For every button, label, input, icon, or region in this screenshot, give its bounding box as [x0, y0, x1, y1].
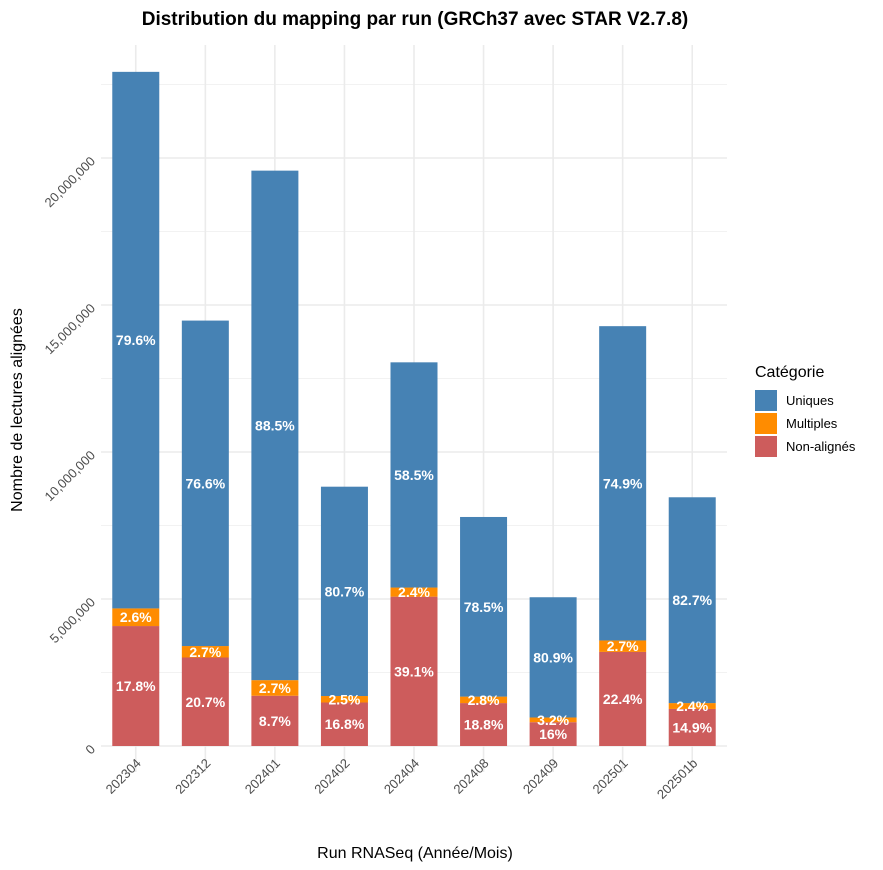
x-tick-label: 202304	[103, 756, 144, 797]
x-axis-title: Run RNASeq (Année/Mois)	[317, 845, 513, 862]
segment-label: 16.8%	[325, 716, 365, 732]
bar-segment-uniques-202501	[599, 326, 647, 641]
bar-segment-multiples-202401	[251, 680, 299, 696]
segment-label: 18.8%	[464, 717, 504, 733]
segment-label: 80.7%	[325, 583, 365, 599]
bar-segment-uniques-202402	[320, 486, 368, 697]
x-tick-label: 202501b	[654, 756, 700, 802]
y-tick-label: 15,000,000	[41, 301, 98, 358]
bar-segment-non-align-s-202501b	[668, 708, 716, 746]
segment-label: 2.8%	[468, 692, 500, 708]
segment-label: 2.7%	[259, 680, 291, 696]
x-tick-label: 202409	[520, 756, 561, 797]
segment-label: 17.8%	[116, 678, 156, 694]
legend-label: Non-alignés	[786, 439, 856, 454]
x-tick-label: 202408	[450, 756, 491, 797]
segment-label: 82.7%	[672, 592, 712, 608]
bar-segment-uniques-202404	[390, 362, 438, 588]
bar-segment-non-align-s-202501	[599, 651, 647, 746]
segment-label: 2.7%	[607, 638, 639, 654]
bar-segment-non-align-s-202401	[251, 695, 299, 746]
bar-segment-multiples-202409	[529, 717, 577, 723]
bar-segment-non-align-s-202408	[460, 703, 508, 746]
x-tick-label: 202404	[381, 756, 422, 797]
legend-label: Multiples	[786, 416, 838, 431]
y-axis-ticks: 0 5,000,000 10,000,000 15,000,000 20,000,000	[41, 154, 98, 758]
bar-segment-uniques-202408	[460, 516, 508, 697]
legend-swatch	[755, 436, 777, 457]
legend-title: Catégorie	[755, 364, 824, 381]
y-axis-title: Nombre de lectures alignées	[9, 308, 26, 512]
segment-label: 74.9%	[603, 475, 643, 491]
bar-segment-non-align-s-202409	[529, 722, 577, 746]
x-tick-label: 202402	[311, 756, 352, 797]
y-tick-label: 20,000,000	[41, 154, 98, 211]
segment-labels: 17.8% 2.6% 79.6% 20.7% 2.7% 76.6% 8.7% 2.7% 88.5…	[116, 332, 713, 742]
segment-label: 2.7%	[189, 644, 221, 660]
bar-segment-non-align-s-202304	[112, 626, 160, 746]
segment-label: 76.6%	[185, 475, 225, 491]
x-tick-label: 202501	[589, 756, 630, 797]
chart-title: Distribution du mapping par run (GRCh37 …	[142, 9, 689, 30]
segment-label: 22.4%	[603, 691, 643, 707]
bars	[112, 71, 716, 746]
bar-segment-uniques-202501b	[668, 497, 716, 704]
segment-label: 80.9%	[533, 649, 573, 665]
segment-label: 3.2%	[537, 712, 569, 728]
x-axis-ticks: 202304 202312 202401 202402 202404 202408 2024…	[103, 756, 701, 802]
segment-label: 78.5%	[464, 599, 504, 615]
bar-segment-non-align-s-202312	[181, 657, 229, 746]
segment-label: 79.6%	[116, 332, 156, 348]
y-tick-label: 5,000,000	[47, 595, 99, 647]
legend-label: Uniques	[786, 393, 834, 408]
legend-swatch	[755, 413, 777, 434]
bar-segment-multiples-202501b	[668, 703, 716, 709]
bar-segment-uniques-202401	[251, 170, 299, 681]
segment-label: 39.1%	[394, 663, 434, 679]
legend-swatch	[755, 390, 777, 411]
bar-segment-multiples-202312	[181, 646, 229, 658]
bar-segment-uniques-202409	[529, 597, 577, 718]
y-tick-label: 0	[82, 742, 98, 758]
segment-label: 2.6%	[120, 609, 152, 625]
segment-label: 20.7%	[185, 694, 225, 710]
bar-segment-non-align-s-202402	[320, 702, 368, 746]
x-tick-label: 202401	[242, 756, 283, 797]
x-tick-label: 202312	[172, 756, 213, 797]
bar-segment-multiples-202408	[460, 696, 508, 704]
segment-label: 16%	[539, 726, 568, 742]
bar-segment-uniques-202312	[181, 320, 229, 647]
segment-label: 58.5%	[394, 467, 434, 483]
bar-segment-multiples-202402	[320, 696, 368, 703]
bar-segment-non-align-s-202404	[390, 596, 438, 746]
segment-label: 2.4%	[676, 698, 708, 714]
legend: Catégorie Uniques Multiples Non-alignés	[755, 364, 856, 457]
bar-segment-multiples-202404	[390, 587, 438, 597]
bar-segment-multiples-202501	[599, 640, 647, 652]
segment-label: 14.9%	[672, 719, 712, 735]
bar-segment-uniques-202304	[112, 71, 160, 609]
segment-label: 2.4%	[398, 584, 430, 600]
segment-label: 8.7%	[259, 713, 291, 729]
bar-segment-multiples-202304	[112, 608, 160, 627]
y-tick-label: 10,000,000	[41, 448, 98, 505]
segment-label: 88.5%	[255, 417, 295, 433]
segment-label: 2.5%	[328, 691, 360, 707]
